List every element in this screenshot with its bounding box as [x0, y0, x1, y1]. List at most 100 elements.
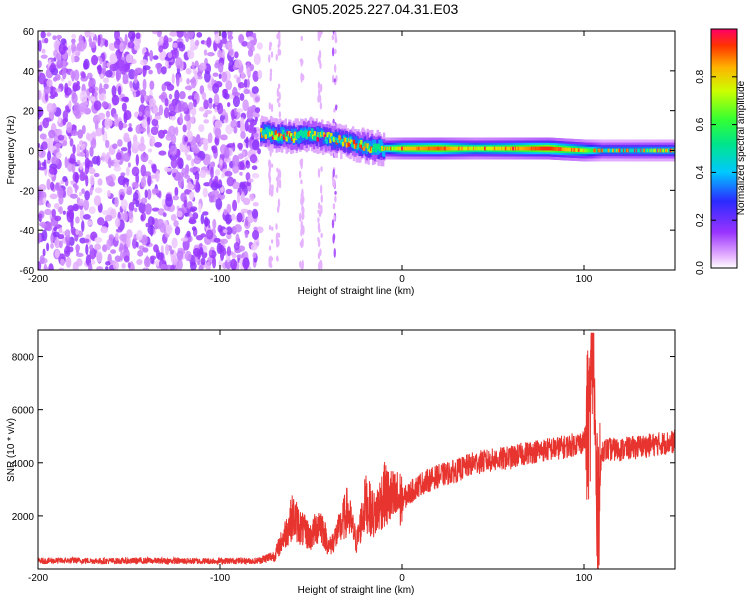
noise-cell: [167, 52, 173, 59]
noise-cell: [73, 102, 81, 115]
noise-cell: [163, 107, 170, 119]
noise-streak: [276, 232, 279, 238]
noise-cell: [151, 207, 160, 212]
noise-cell: [147, 216, 155, 228]
colorbar: 0.0 0.2 0.4 0.6 0.8 Normalized spectral ampl…: [695, 28, 747, 275]
noise-cell: [118, 120, 124, 131]
noise-cell: [106, 239, 111, 251]
noise-cell: [165, 196, 173, 207]
noise-cell: [46, 178, 51, 191]
noise-streak: [270, 163, 274, 168]
noise-cell: [176, 259, 183, 270]
noise-cell: [169, 114, 176, 121]
noise-cell: [207, 132, 213, 144]
noise-cell: [160, 244, 164, 255]
noise-cell: [234, 224, 242, 233]
noise-cell: [107, 118, 113, 127]
noise-cell: [203, 182, 211, 187]
noise-cell: [208, 97, 213, 104]
noise-cell: [69, 138, 74, 147]
noise-cell: [52, 35, 57, 41]
noise-cell: [38, 60, 42, 69]
noise-cell: [198, 124, 205, 132]
noise-cell: [38, 160, 42, 171]
noise-streak: [332, 203, 336, 210]
y-tick-label: 8000: [12, 353, 35, 364]
noise-cell: [165, 58, 169, 70]
noise-cell: [58, 42, 67, 55]
noise-cell: [38, 106, 44, 118]
noise-cell: [252, 252, 257, 259]
noise-cell: [123, 211, 128, 222]
noise-cell: [38, 89, 41, 101]
noise-cell: [205, 261, 211, 270]
noise-cell: [246, 66, 251, 77]
noise-cell: [184, 250, 192, 262]
noise-streak: [269, 75, 272, 82]
noise-streak: [319, 83, 323, 93]
noise-cell: [171, 237, 178, 249]
noise-streak: [276, 167, 279, 173]
noise-cell: [133, 40, 141, 51]
noise-cell: [105, 261, 111, 266]
signal-cell: [361, 143, 365, 149]
noise-cell: [170, 249, 174, 255]
noise-cell: [125, 53, 133, 64]
noise-cell: [117, 59, 125, 72]
signal-cell: [305, 134, 308, 140]
noise-cell: [81, 124, 86, 135]
noise-cell: [100, 226, 109, 234]
noise-cell: [239, 183, 246, 190]
noise-cell: [102, 210, 110, 216]
signal-cell: [351, 143, 355, 148]
noise-streak: [333, 78, 336, 83]
noise-cell: [186, 154, 192, 161]
noise-cell: [193, 99, 197, 108]
signal-cell: [338, 135, 341, 140]
noise-cell: [231, 213, 236, 221]
noise-cell: [220, 238, 228, 245]
noise-cell: [144, 203, 152, 215]
noise-cell: [168, 110, 176, 117]
noise-cell: [64, 105, 70, 112]
noise-cell: [55, 88, 62, 93]
noise-cell: [243, 88, 250, 95]
noise-cell: [147, 174, 152, 187]
noise-cell: [212, 83, 220, 94]
noise-cell: [253, 132, 259, 138]
noise-streak: [268, 102, 272, 110]
signal-cell: [330, 132, 333, 138]
signal-cell: [334, 131, 338, 141]
noise-cell: [135, 172, 139, 185]
signal-cell: [271, 135, 275, 140]
y-tick-label: 2000: [12, 512, 35, 523]
colorbar-tick-label: 0.8: [695, 69, 706, 83]
noise-cell: [62, 210, 66, 215]
noise-cell: [224, 170, 233, 177]
noise-cell: [253, 226, 258, 232]
noise-cell: [252, 229, 260, 240]
noise-cell: [238, 33, 245, 44]
noise-streak: [320, 232, 323, 238]
noise-cell: [251, 131, 255, 141]
noise-cell: [201, 244, 207, 251]
x-tick-label: 0: [399, 573, 405, 584]
noise-cell: [117, 175, 126, 186]
signal-cell: [346, 137, 349, 143]
noise-cell: [194, 60, 199, 68]
noise-streak: [269, 71, 273, 78]
noise-cell: [221, 31, 227, 39]
noise-cell: [176, 157, 183, 167]
noise-cell: [88, 206, 96, 214]
noise-cell: [46, 202, 52, 208]
noise-cell: [95, 251, 103, 263]
signal-cell: [272, 132, 276, 138]
noise-streak: [300, 72, 303, 82]
noise-streak: [301, 237, 304, 248]
noise-cell: [250, 243, 258, 251]
noise-cell: [148, 159, 153, 165]
x-tick-label: -200: [28, 274, 48, 285]
noise-cell: [233, 51, 239, 59]
y-tick-label: 60: [23, 27, 35, 38]
noise-cell: [198, 264, 204, 270]
